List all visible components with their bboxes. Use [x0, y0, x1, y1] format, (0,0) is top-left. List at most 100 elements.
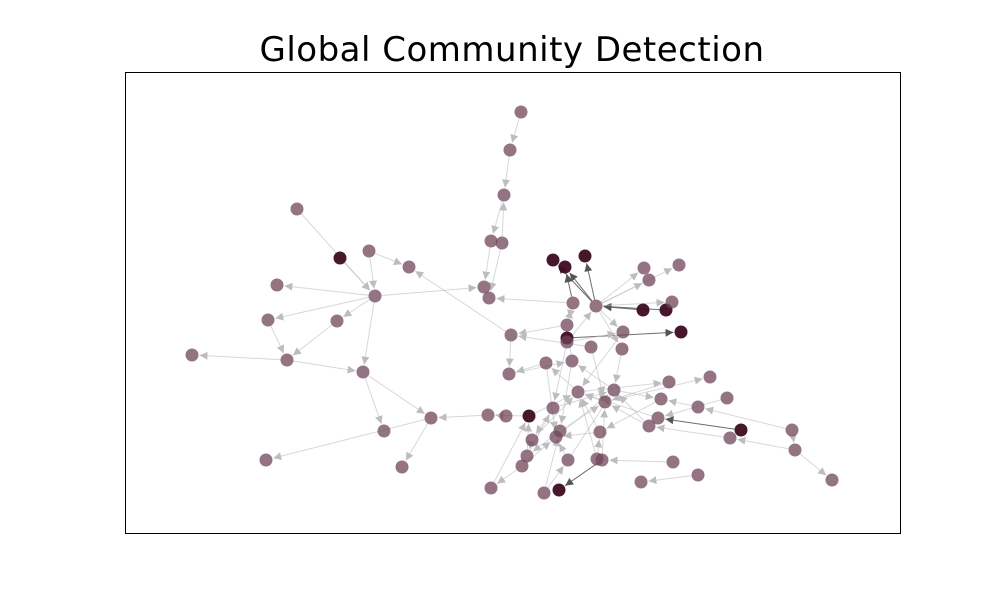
edge-n58-n47 [611, 405, 644, 424]
edge-n65-n52 [705, 406, 786, 429]
edge-n72-n75 [799, 453, 827, 476]
node-n43 [565, 354, 579, 368]
edge-n29-n24 [564, 274, 573, 297]
node-n29 [566, 296, 580, 310]
node-n50 [654, 392, 668, 406]
edge-n38-n39 [573, 330, 616, 342]
node-n71 [666, 455, 680, 469]
edge-n12-n13 [284, 282, 369, 296]
edge-n38-n53 [552, 348, 567, 401]
node-n64 [723, 431, 737, 445]
node-n4 [484, 234, 498, 248]
edge-n43-n59 [558, 367, 572, 424]
node-n5 [495, 236, 509, 250]
node-n8 [290, 202, 304, 216]
node-n1 [514, 105, 528, 119]
node-n15 [330, 314, 344, 328]
edge-n10-n11 [374, 252, 403, 265]
edge-n70-n78 [564, 463, 597, 487]
edge-n12-n6 [381, 284, 477, 296]
edge-n45-n48 [584, 379, 662, 392]
edge-n68-n62 [559, 443, 567, 455]
node-n6 [477, 280, 491, 294]
edge-n18-n19 [368, 375, 426, 415]
node-n61 [525, 433, 539, 447]
edge-n46-n50 [620, 390, 654, 401]
edge-n76-n56 [493, 422, 526, 483]
edge-n54-n19 [438, 413, 482, 422]
node-n24 [558, 260, 572, 274]
edge-n42-n62 [546, 369, 558, 430]
edge-n42-n44 [516, 364, 540, 374]
node-n56 [522, 409, 536, 423]
node-n44 [502, 367, 516, 381]
edge-n30-n33 [602, 298, 665, 307]
edge-n65-n72 [788, 434, 797, 443]
node-n2 [503, 143, 517, 157]
node-n27 [672, 258, 686, 272]
edge-n18-n20 [364, 377, 383, 425]
node-n7 [482, 291, 496, 305]
edge-n48-n47 [612, 383, 663, 402]
node-n35 [504, 328, 518, 342]
node-n13 [270, 278, 284, 292]
node-n57 [651, 411, 665, 425]
edge-n50-n60 [606, 401, 656, 429]
edge-layer [199, 118, 827, 489]
edge-n19-n22 [405, 423, 429, 461]
edge-n39-n45 [582, 336, 620, 387]
node-n39 [616, 325, 630, 339]
edge-n58-n46 [618, 395, 645, 422]
node-n33 [665, 295, 679, 309]
edge-n63-n57 [665, 416, 735, 430]
node-n63 [734, 423, 748, 437]
edge-n10-n12 [368, 257, 377, 289]
node-n78 [552, 483, 566, 497]
edge-n19-n21 [273, 419, 425, 461]
edge-n46-n43 [577, 364, 609, 387]
node-n67 [515, 459, 529, 473]
edge-n73-n74 [648, 475, 692, 485]
edge-n4-n6 [482, 247, 491, 280]
node-n45 [571, 385, 585, 399]
node-n31 [636, 303, 650, 317]
edge-n45-n42 [551, 367, 574, 389]
edge-n30-n24 [569, 272, 593, 302]
node-n23 [546, 253, 560, 267]
node-n49 [703, 370, 717, 384]
node-n42 [539, 356, 553, 370]
node-n41 [615, 342, 629, 356]
node-n11 [402, 260, 416, 274]
node-n68 [561, 453, 575, 467]
node-n47 [598, 395, 612, 409]
node-n12 [368, 289, 382, 303]
node-n66 [520, 449, 534, 463]
node-n22 [395, 460, 409, 474]
edge-n40-n47 [592, 353, 606, 395]
node-n65 [785, 423, 799, 437]
edge-n52-n50 [668, 398, 692, 407]
edge-n15-n16 [292, 324, 333, 356]
node-n74 [634, 475, 648, 489]
node-n14 [261, 313, 275, 327]
node-n58 [642, 419, 656, 433]
edge-n71-n70 [609, 456, 667, 465]
edge-n16-n18 [293, 360, 356, 374]
edge-n57-n45 [584, 392, 652, 417]
node-n62 [549, 430, 563, 444]
node-n21 [259, 453, 273, 467]
node-n30 [589, 299, 603, 313]
edge-n72-n64 [737, 436, 789, 450]
node-n18 [356, 365, 370, 379]
node-n38 [560, 335, 574, 349]
node-n34 [674, 325, 688, 339]
plot-frame [125, 72, 901, 534]
edge-n30-n41 [598, 311, 619, 343]
edge-n12-n14 [275, 296, 369, 321]
node-n54 [481, 408, 495, 422]
node-n20 [377, 424, 391, 438]
node-n70 [595, 453, 609, 467]
edge-n77-n59 [545, 438, 561, 487]
edge-n77-n68 [547, 465, 564, 489]
